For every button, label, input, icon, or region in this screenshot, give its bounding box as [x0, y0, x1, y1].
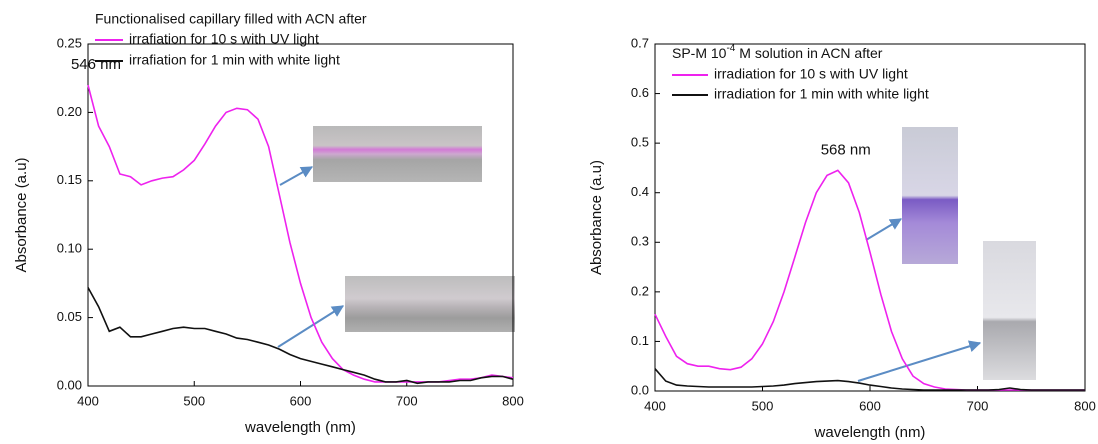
y-axis-label: Absorbance (a.u) — [13, 157, 30, 272]
x-tick-label: 800 — [502, 393, 524, 408]
y-tick-label: 0.0 — [631, 382, 649, 397]
legend-title-part: SP-M 10 — [672, 45, 727, 61]
data-line — [654, 169, 1085, 391]
y-tick-label: 0.00 — [57, 377, 82, 392]
y-tick-label: 0.20 — [57, 104, 82, 119]
data-line — [87, 287, 514, 385]
y-tick-label: 0.1 — [631, 333, 649, 348]
y-tick-label: 0.05 — [57, 309, 82, 324]
y-tick-label: 0.6 — [631, 85, 649, 100]
x-tick-label: 600 — [859, 398, 881, 413]
legend-title: Functionalised capillary filled with ACN… — [95, 11, 367, 27]
legend-label: irradiation for 10 s with UV light — [714, 66, 908, 82]
y-tick-label: 0.10 — [57, 241, 82, 256]
vial-photo — [902, 127, 958, 264]
x-tick-label: 500 — [752, 398, 774, 413]
legend-title-part: M solution in ACN after — [735, 45, 882, 61]
y-axis-label: Absorbance (a.u) — [588, 160, 605, 275]
x-tick-label: 700 — [967, 398, 989, 413]
x-tick-label: 700 — [396, 393, 418, 408]
peak-annotation: 546 nm — [71, 56, 121, 73]
legend-label: irradiation for 1 min with white light — [714, 86, 929, 102]
x-tick-label: 400 — [644, 398, 666, 413]
x-tick-label: 400 — [77, 393, 99, 408]
legend-title-part: -4 — [726, 43, 735, 54]
legend-label: irrafiation for 1 min with white light — [129, 52, 340, 68]
y-tick-label: 0.5 — [631, 135, 649, 150]
legend-label: irrafiation for 10 s with UV light — [129, 31, 319, 47]
y-tick-label: 0.15 — [57, 172, 82, 187]
y-tick-label: 0.7 — [631, 35, 649, 50]
x-tick-label: 800 — [1074, 398, 1096, 413]
peak-annotation: 568 nm — [821, 141, 871, 158]
vial-photo — [983, 241, 1036, 380]
x-axis-label: wavelength (nm) — [814, 424, 926, 441]
capillary-photo — [313, 126, 482, 182]
arrow — [865, 218, 903, 241]
x-axis-label: wavelength (nm) — [244, 419, 356, 436]
photos — [277, 126, 1036, 382]
capillary-photo — [345, 276, 515, 332]
data-line — [654, 368, 1085, 391]
arrow — [277, 305, 345, 348]
y-tick-label: 0.3 — [631, 234, 649, 249]
x-tick-label: 500 — [183, 393, 205, 408]
arrow — [279, 166, 314, 186]
x-tick-label: 600 — [290, 393, 312, 408]
y-tick-label: 0.2 — [631, 283, 649, 298]
y-tick-label: 0.4 — [631, 184, 649, 199]
y-tick-label: 0.25 — [57, 35, 82, 50]
legend-title: SP-M 10-4 M solution in ACN after — [672, 43, 883, 61]
arrow — [857, 340, 982, 382]
